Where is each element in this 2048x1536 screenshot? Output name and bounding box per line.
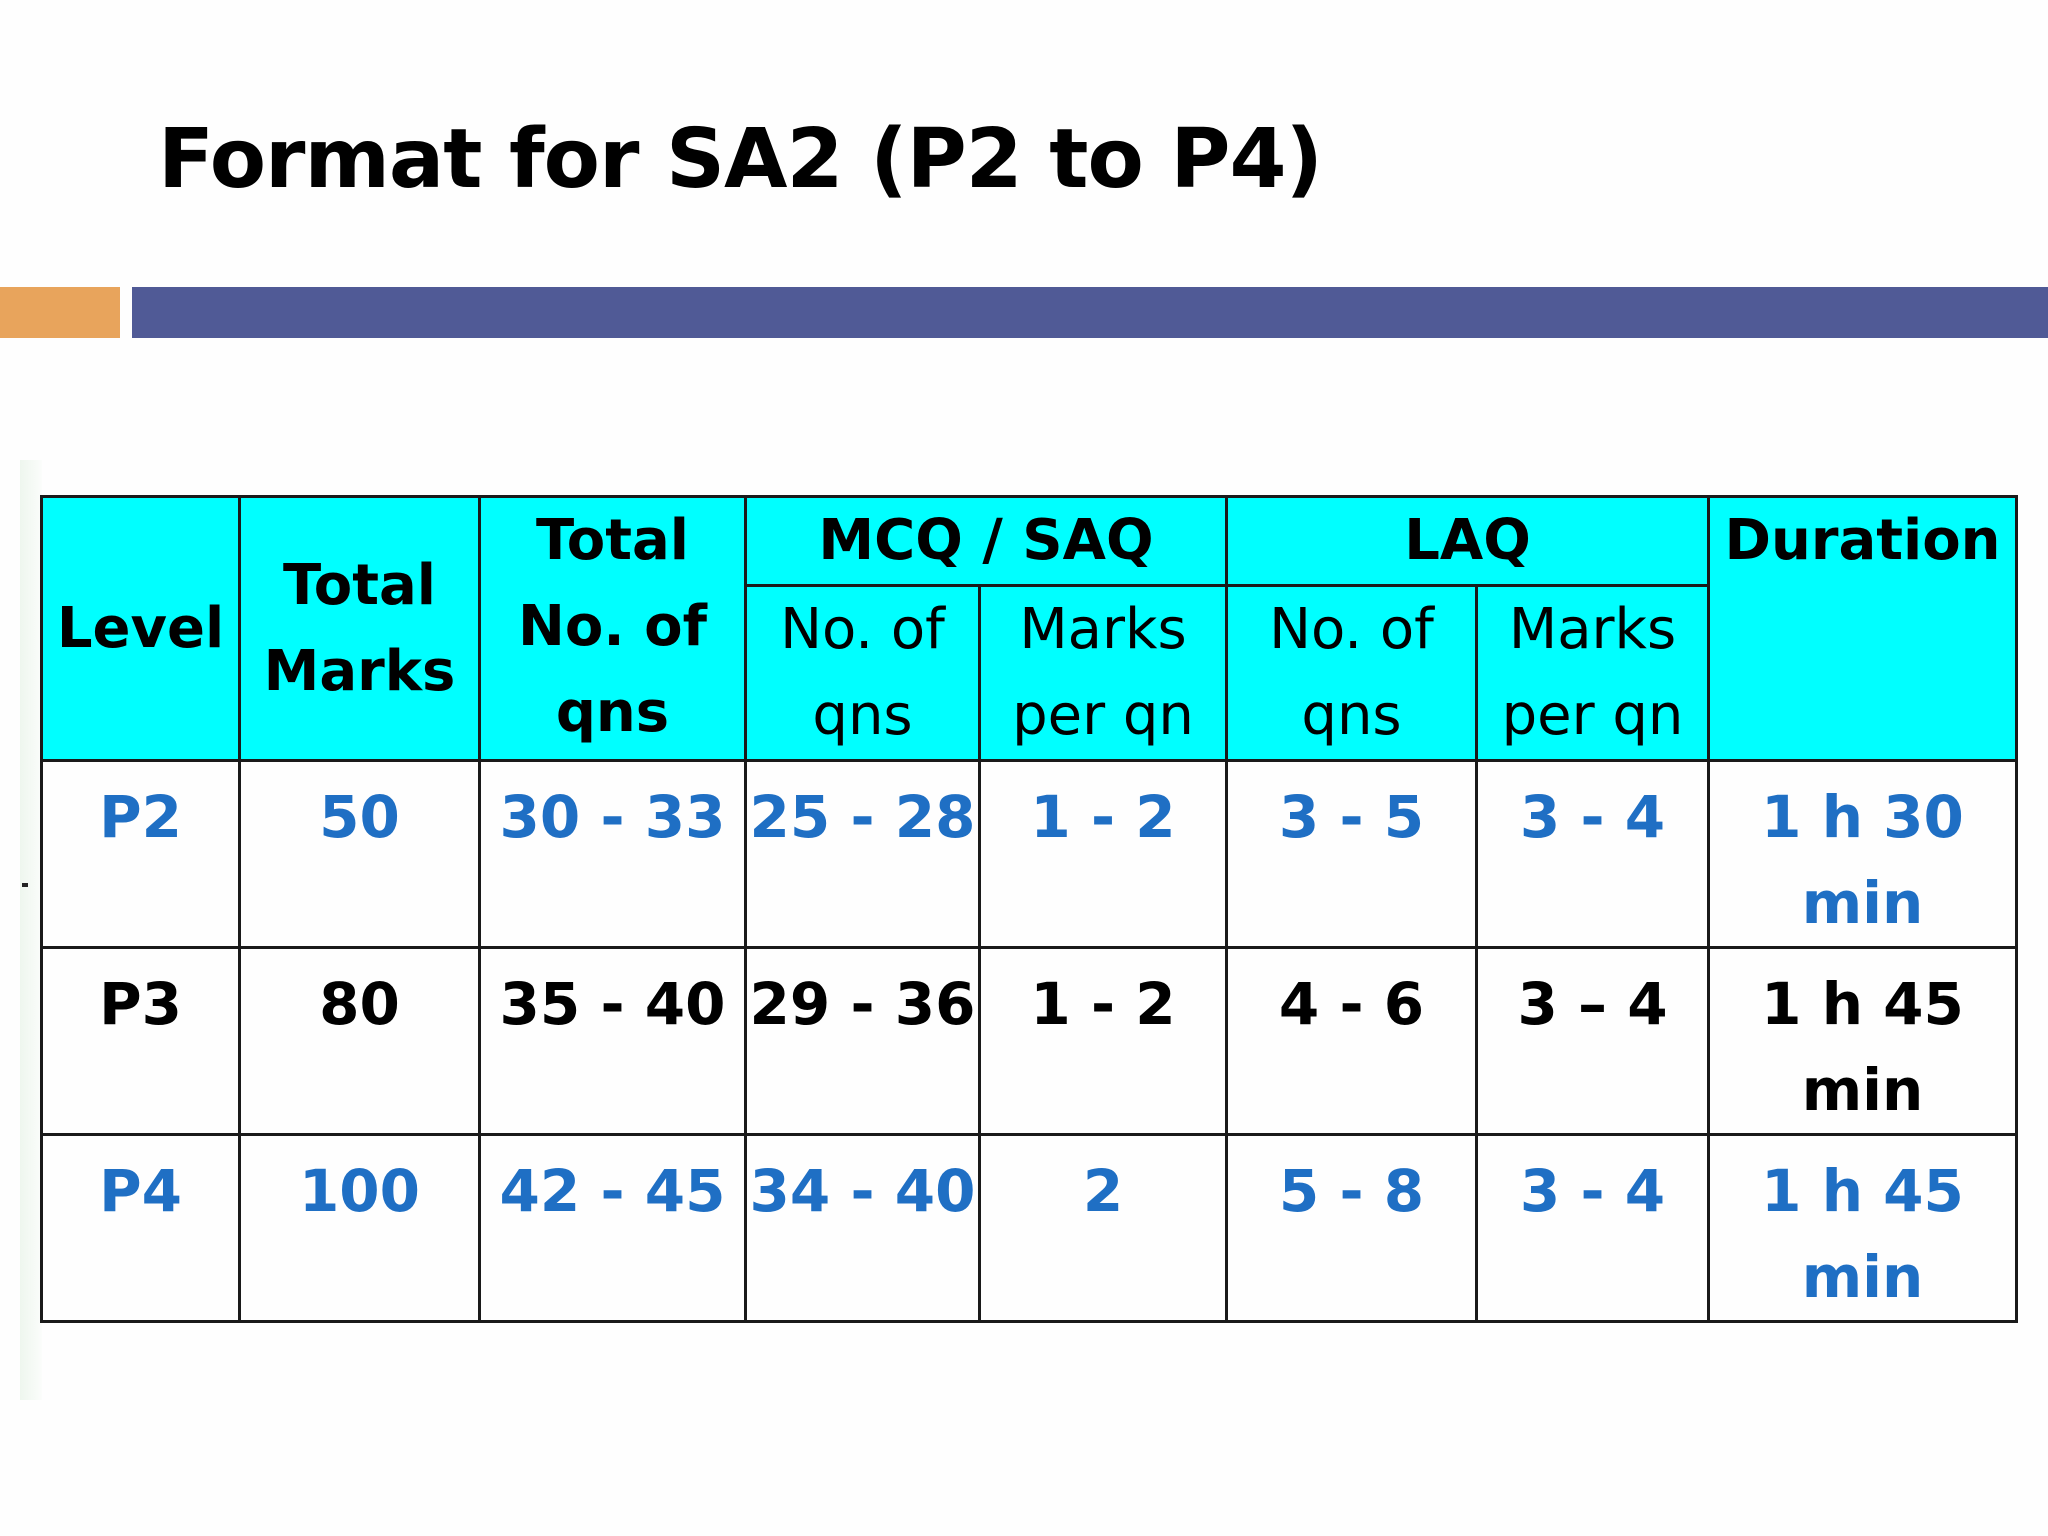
cell-mcq-marks-per-qn: 1 - 2	[978, 946, 1228, 1136]
cell-total-marks: 50	[238, 759, 481, 949]
header-row-2: No. of qns Marks per qn No. of qns Marks…	[42, 584, 2017, 762]
cell-level: P2	[40, 759, 241, 949]
header-row-1: Level Total Marks Total No. of qns MCQ /…	[40, 495, 2019, 762]
cell-mcq-marks-per-qn: 2	[978, 1133, 1228, 1323]
left-edge-mark	[22, 883, 28, 887]
cell-total-qns: 30 - 33	[478, 759, 747, 949]
header-duration: Duration	[1707, 495, 2019, 762]
slide-title: Format for SA2 (P2 to P4)	[158, 112, 1323, 207]
title-underline-bar	[132, 287, 2048, 338]
cell-total-marks: 100	[238, 1133, 481, 1323]
cell-duration: 1 h 45 min	[1707, 1133, 2019, 1323]
cell-total-qns: 35 - 40	[478, 946, 747, 1136]
table-row-p4: P4 100 42 - 45 34 - 40 2 5 - 8 3 - 4 1 h…	[40, 1133, 2019, 1323]
cell-total-marks: 80	[238, 946, 481, 1136]
accent-bar	[0, 287, 120, 338]
cell-laq-no-of-qns: 3 - 5	[1225, 759, 1478, 949]
cell-laq-marks-per-qn: 3 – 4	[1474, 946, 1711, 1136]
cell-duration: 1 h 45 min	[1707, 946, 2019, 1136]
cell-laq-no-of-qns: 4 - 6	[1225, 946, 1478, 1136]
cell-total-qns: 42 - 45	[478, 1133, 747, 1323]
header-total-qns: Total No. of qns	[478, 495, 747, 762]
header-laq: LAQ	[1224, 495, 1711, 587]
header-mcq-marks-per-qn: Marks per qn	[978, 584, 1228, 762]
header-level: Level	[40, 495, 241, 762]
cell-laq-no-of-qns: 5 - 8	[1225, 1133, 1478, 1323]
cell-mcq-no-of-qns: 29 - 36	[744, 946, 981, 1136]
cell-mcq-no-of-qns: 25 - 28	[744, 759, 981, 949]
left-edge-shadow	[20, 460, 42, 1400]
header-laq-no-of-qns: No. of qns	[1225, 584, 1478, 762]
table-row-p3: P3 80 35 - 40 29 - 36 1 - 2 4 - 6 3 – 4 …	[40, 946, 2019, 1136]
header-mcq-no-of-qns: No. of qns	[744, 584, 981, 762]
header-total-marks: Total Marks	[238, 495, 481, 762]
cell-laq-marks-per-qn: 3 - 4	[1474, 1133, 1711, 1323]
table-row-p2: P2 50 30 - 33 25 - 28 1 - 2 3 - 5 3 - 4 …	[40, 759, 2019, 949]
cell-laq-marks-per-qn: 3 - 4	[1474, 759, 1711, 949]
header-mcq-saq: MCQ / SAQ	[744, 495, 1228, 587]
cell-mcq-marks-per-qn: 1 - 2	[978, 759, 1228, 949]
header-laq-marks-per-qn: Marks per qn	[1474, 584, 1711, 762]
cell-duration: 1 h 30 min	[1707, 759, 2019, 949]
cell-mcq-no-of-qns: 34 - 40	[744, 1133, 981, 1323]
format-table: Level Total Marks Total No. of qns MCQ /…	[40, 495, 2019, 1323]
cell-level: P4	[40, 1133, 241, 1323]
cell-level: P3	[40, 946, 241, 1136]
